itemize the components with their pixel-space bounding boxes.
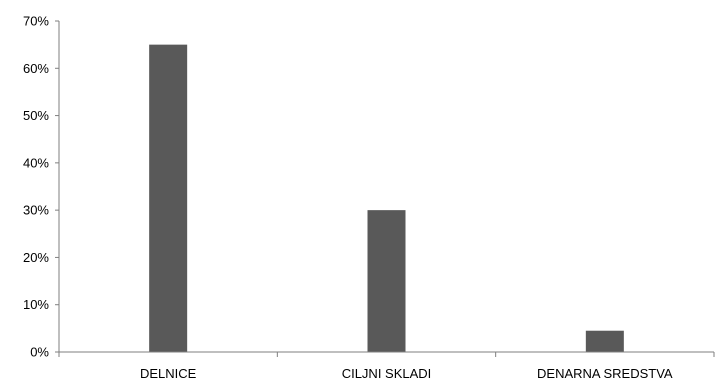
y-tick-label: 0% xyxy=(30,345,49,360)
y-tick-label: 50% xyxy=(23,108,49,123)
y-tick-label: 70% xyxy=(23,14,49,29)
x-category-label: CILJNI SKLADI xyxy=(342,366,432,379)
bar-delnice xyxy=(149,44,188,353)
y-tick-label: 30% xyxy=(23,203,49,218)
y-tick-label: 40% xyxy=(23,155,49,170)
y-tick-label: 10% xyxy=(23,297,49,312)
x-category-label: DELNICE xyxy=(140,366,197,379)
bar-ciljni-skladi xyxy=(367,210,406,352)
bars xyxy=(149,44,624,353)
y-tick-label: 20% xyxy=(23,250,49,265)
x-category-label: DENARNA SREDSTVA xyxy=(537,366,673,379)
y-axis-ticks: 0% 10% 20% 30% 40% 50% 60% 70% xyxy=(23,14,59,360)
y-tick-label: 60% xyxy=(23,61,49,76)
x-axis-ticks: DELNICE CILJNI SKLADI DENARNA SREDSTVA xyxy=(58,352,715,379)
bar-denarna-sredstva xyxy=(585,330,624,352)
